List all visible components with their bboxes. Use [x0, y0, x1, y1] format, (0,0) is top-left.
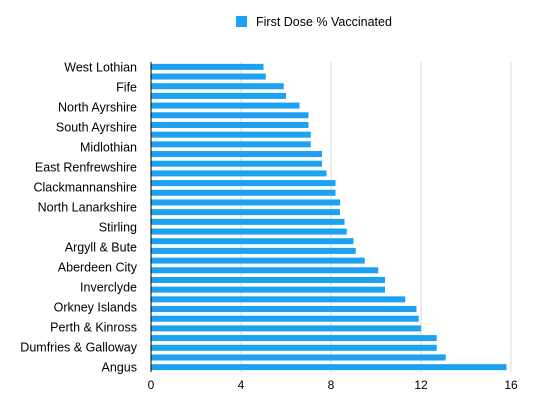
- bar: [151, 63, 264, 70]
- category-label: Perth & Kinross: [50, 321, 137, 335]
- bar: [151, 315, 419, 322]
- category-label: Angus: [102, 361, 137, 375]
- category-label: Clackmannanshire: [33, 181, 137, 195]
- bar: [151, 170, 327, 177]
- category-label: Inverclyde: [80, 281, 137, 295]
- bar: [151, 276, 385, 283]
- category-label: Stirling: [99, 221, 137, 235]
- x-tick-label: 8: [328, 378, 335, 392]
- legend-label: First Dose % Vaccinated: [256, 15, 392, 29]
- bar: [151, 83, 284, 90]
- category-labels: West Lothian Fife North Ayrshire South Ayrs…: [20, 61, 137, 375]
- bar: [151, 364, 507, 371]
- legend-swatch: [236, 16, 247, 27]
- bar: [151, 296, 406, 303]
- bar: [151, 141, 311, 148]
- bar: [151, 189, 336, 196]
- category-label: Midlothian: [80, 141, 137, 155]
- x-tick-label: 0: [148, 378, 155, 392]
- bar: [151, 209, 340, 216]
- category-label: North Ayrshire: [58, 101, 137, 115]
- bar: [151, 73, 266, 80]
- x-tick-label: 4: [238, 378, 245, 392]
- bar: [151, 121, 309, 128]
- bar: [151, 325, 421, 332]
- category-label: East Renfrewshire: [35, 161, 137, 175]
- category-label: Dumfries & Galloway: [20, 341, 137, 355]
- x-tick-label: 16: [504, 378, 518, 392]
- category-label: North Lanarkshire: [38, 201, 137, 215]
- bar: [151, 354, 446, 361]
- category-label: Fife: [116, 81, 137, 95]
- bar: [151, 92, 286, 99]
- bar: [151, 151, 322, 158]
- category-label: West Lothian: [64, 61, 137, 75]
- category-label: Argyll & Bute: [65, 241, 137, 255]
- bar: [151, 344, 437, 351]
- bar: [151, 257, 365, 264]
- bar: [151, 267, 379, 274]
- x-tick-label: 12: [414, 378, 428, 392]
- bar: [151, 335, 437, 342]
- category-label: South Ayrshire: [56, 121, 137, 135]
- bar: [151, 238, 354, 245]
- bar: [151, 306, 417, 313]
- bar: [151, 180, 336, 187]
- bar: [151, 160, 322, 167]
- x-axis-ticks: 0 4 8 12 16: [148, 378, 518, 392]
- bar: [151, 102, 300, 109]
- bar: [151, 131, 311, 138]
- bar: [151, 199, 340, 206]
- bar: [151, 218, 345, 225]
- bar: [151, 228, 347, 235]
- category-label: Aberdeen City: [58, 261, 138, 275]
- bar: [151, 286, 385, 293]
- bar: [151, 112, 309, 119]
- bar: [151, 247, 356, 254]
- bars: [151, 63, 507, 371]
- category-label: Orkney Islands: [54, 301, 137, 315]
- legend: First Dose % Vaccinated: [236, 15, 392, 29]
